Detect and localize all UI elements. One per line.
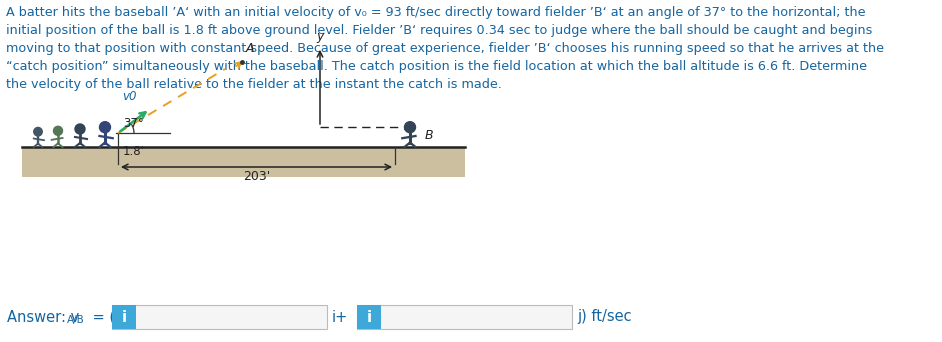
- Text: 1.8': 1.8': [123, 145, 145, 158]
- Text: i: i: [122, 310, 126, 325]
- FancyBboxPatch shape: [357, 305, 572, 329]
- Circle shape: [404, 122, 415, 133]
- Text: Answer: v: Answer: v: [7, 310, 79, 325]
- Polygon shape: [22, 147, 465, 177]
- Text: A: A: [246, 42, 254, 55]
- Circle shape: [34, 128, 42, 136]
- Text: x: x: [403, 120, 411, 133]
- FancyBboxPatch shape: [112, 305, 327, 329]
- Circle shape: [54, 126, 62, 135]
- Text: v0: v0: [122, 90, 137, 103]
- Text: i+: i+: [332, 310, 349, 325]
- Circle shape: [75, 124, 85, 134]
- Text: 37°: 37°: [123, 117, 144, 130]
- Circle shape: [100, 122, 110, 133]
- FancyBboxPatch shape: [357, 305, 381, 329]
- Text: B: B: [425, 129, 433, 142]
- Text: 203': 203': [243, 170, 270, 183]
- FancyBboxPatch shape: [112, 305, 136, 329]
- Text: y: y: [317, 30, 324, 43]
- Text: = (: = (: [88, 310, 115, 325]
- Text: A/B: A/B: [67, 316, 85, 326]
- Text: A batter hits the baseball ’A‘ with an initial velocity of v₀ = 93 ft/sec direct: A batter hits the baseball ’A‘ with an i…: [6, 6, 884, 91]
- Text: j) ft/sec: j) ft/sec: [577, 310, 632, 325]
- Text: i: i: [366, 310, 371, 325]
